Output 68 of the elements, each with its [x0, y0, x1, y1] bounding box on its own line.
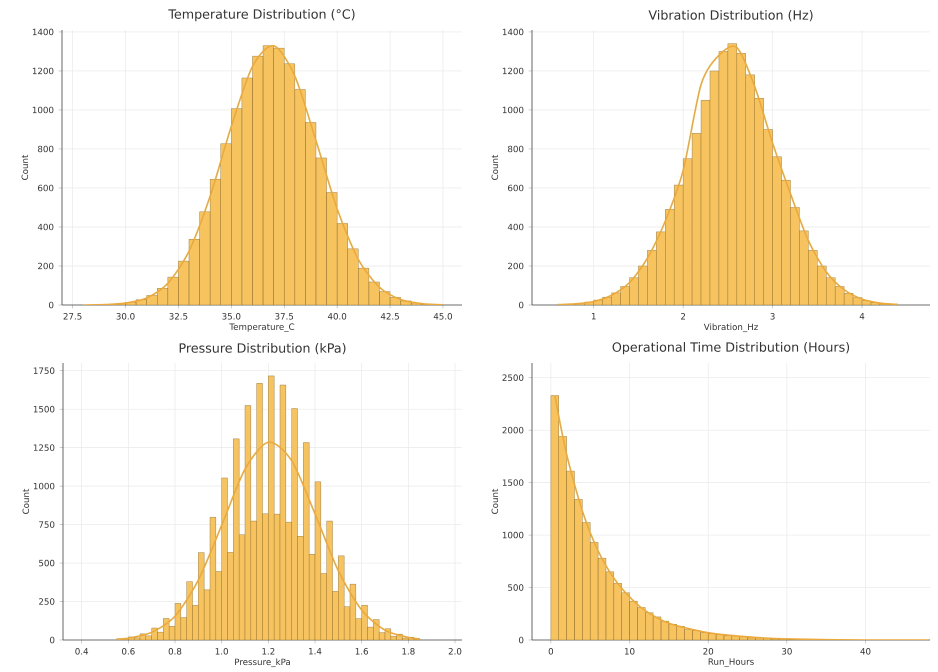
y-tick-label: 2500	[502, 374, 524, 381]
y-tick-label: 1750	[34, 367, 54, 374]
chart-title: Operational Time Distribution (Hours)	[612, 342, 850, 354]
y-tick-label: 1250	[34, 444, 54, 451]
x-axis-title: Run_Hours	[708, 658, 754, 667]
y-tick-label: 0	[49, 302, 54, 308]
y-tick-label: 500	[39, 560, 54, 566]
chart-title: Vibration Distribution (Hz)	[648, 10, 813, 22]
x-tick-label: 20	[703, 648, 714, 655]
y-tick-label: 500	[508, 584, 524, 591]
y-tick-label: 400	[508, 224, 524, 230]
x-tick-label: 42.5	[380, 313, 399, 320]
x-tick-label: 1.8	[402, 648, 415, 655]
y-tick-label: 250	[39, 598, 54, 605]
x-axis-title: Temperature_C	[229, 323, 294, 332]
y-tick-label: 600	[508, 184, 524, 192]
y-axis-title: Count	[492, 154, 498, 180]
y-axis-title: Count	[22, 154, 28, 180]
y-tick-label: 800	[38, 146, 54, 152]
y-tick-label: 1500	[502, 479, 524, 486]
x-tick-label: 1.6	[356, 648, 368, 655]
y-tick-label: 1400	[502, 28, 524, 36]
x-tick-label: 40.0	[328, 313, 346, 320]
x-tick-label: 1.4	[309, 648, 322, 654]
x-tick-label: 30	[782, 648, 792, 655]
y-axis-title: Count	[492, 488, 498, 514]
y-tick-label: 1000	[32, 106, 54, 114]
y-tick-label: 1000	[502, 106, 524, 114]
x-axis-title: Vibration_Hz	[704, 323, 758, 332]
y-tick-label: 1200	[502, 68, 524, 74]
x-tick-label: 3	[770, 313, 775, 320]
x-tick-label: 37.5	[275, 313, 294, 320]
y-tick-label: 750	[39, 521, 54, 528]
chart-title: Temperature Distribution (°C)	[168, 9, 355, 22]
x-tick-label: 0.8	[168, 648, 182, 655]
x-tick-label: 1	[592, 313, 596, 320]
x-tick-label: 27.5	[64, 313, 82, 320]
x-tick-label: 0	[548, 648, 554, 655]
y-tick-label: 2000	[502, 426, 524, 434]
x-tick-label: 4	[860, 313, 864, 320]
y-tick-label: 1000	[502, 532, 524, 538]
x-tick-label: 0.6	[122, 648, 135, 655]
y-tick-label: 1200	[32, 68, 54, 74]
y-tick-label: 1000	[34, 482, 54, 490]
y-tick-label: 1500	[34, 406, 54, 412]
x-tick-label: 0.4	[75, 648, 88, 655]
y-tick-label: 800	[508, 146, 524, 152]
x-tick-label: 40	[860, 648, 870, 655]
y-tick-label: 1400	[32, 28, 54, 36]
y-axis-title: Count	[22, 488, 30, 514]
y-tick-label: 400	[38, 224, 54, 230]
x-tick-label: 45.0	[434, 313, 452, 320]
x-tick-label: 10	[624, 648, 634, 655]
chart-title: Pressure Distribution (kPa)	[180, 343, 346, 354]
y-tick-label: 0	[519, 636, 524, 644]
y-tick-label: 600	[38, 184, 54, 192]
x-tick-label: 2	[681, 313, 686, 320]
y-tick-label: 200	[508, 262, 524, 270]
x-tick-label: 30.0	[116, 313, 135, 320]
x-tick-label: 1.0	[216, 648, 228, 655]
y-tick-label: 200	[38, 262, 54, 270]
x-tick-label: 32.5	[169, 313, 188, 320]
x-tick-label: 2.0	[448, 648, 462, 655]
x-tick-label: 35.0	[222, 313, 240, 320]
y-tick-label: 0	[50, 636, 54, 644]
y-tick-label: 0	[519, 302, 524, 308]
x-axis-title: Pressure_kPa	[235, 658, 290, 668]
x-tick-label: 1.2	[262, 648, 274, 654]
